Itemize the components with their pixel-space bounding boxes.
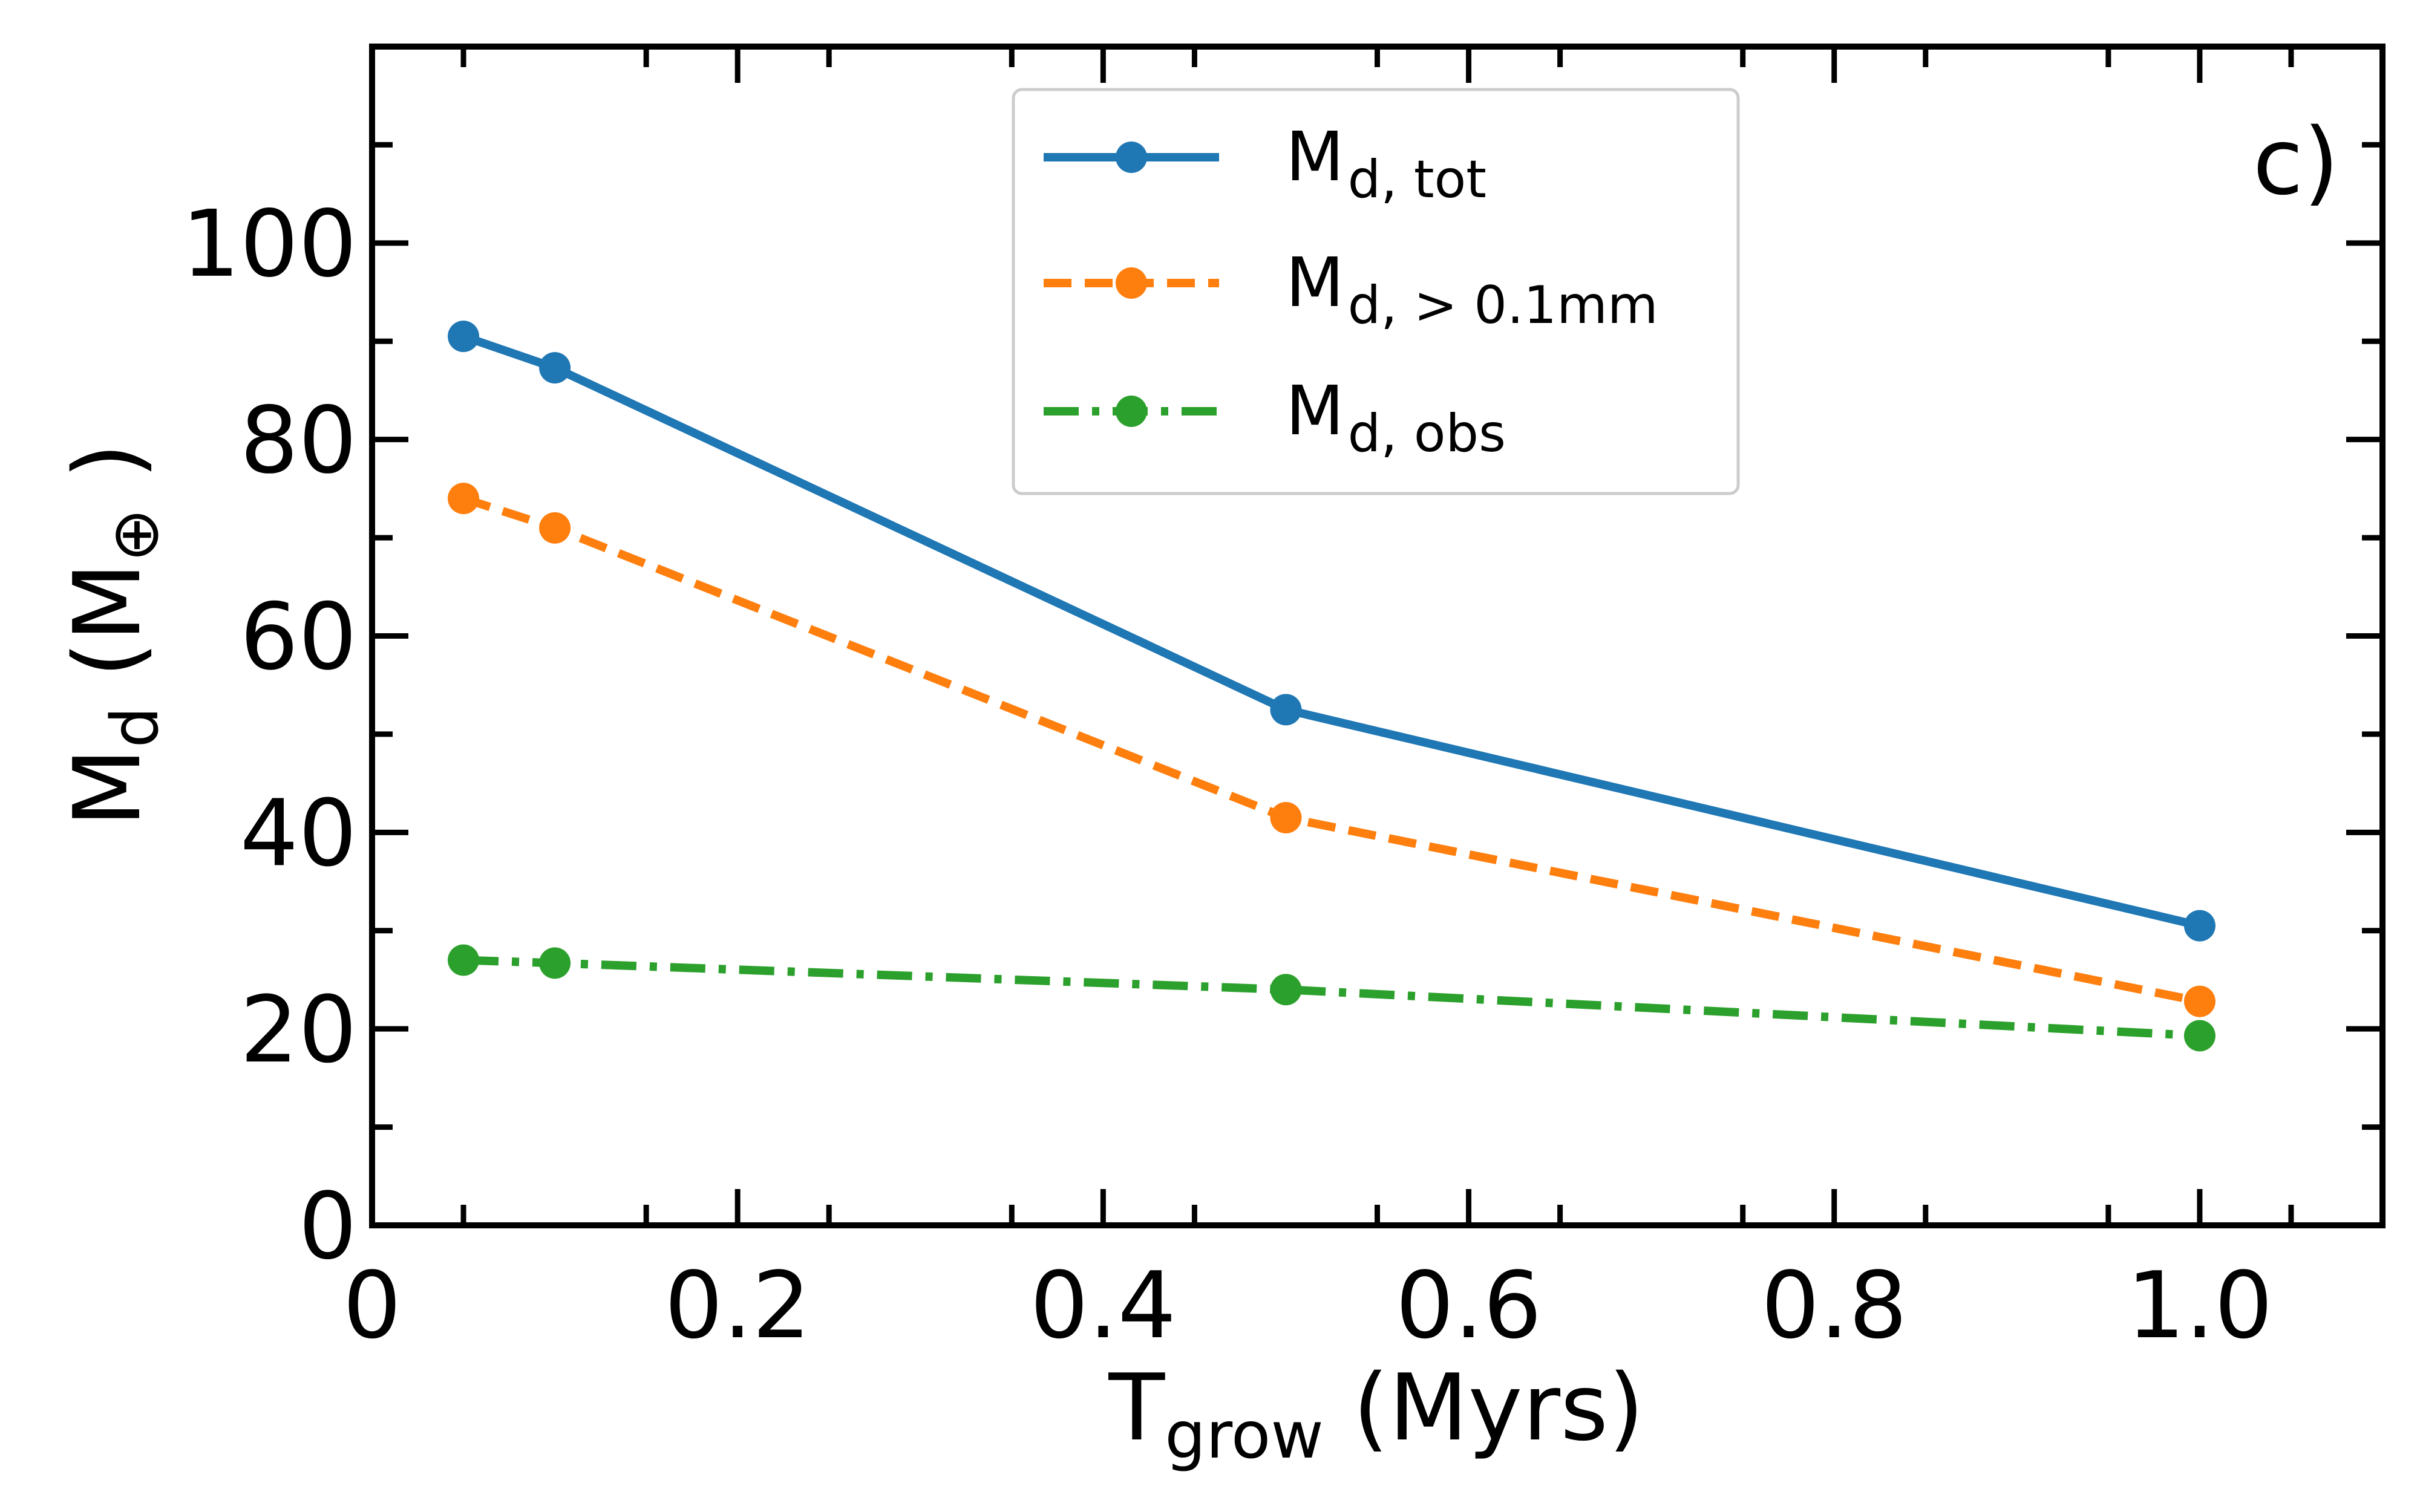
x-tick-label: 0.2 <box>664 1252 811 1359</box>
x-tick-label: 0.6 <box>1396 1252 1542 1359</box>
x-axis-label: Tgrow (Myrs) <box>1108 1354 1644 1473</box>
data-point-1 <box>2183 985 2216 1017</box>
legend-swatch-marker <box>1116 142 1147 173</box>
y-tick-label: 0 <box>298 1173 357 1280</box>
data-point-2 <box>1270 974 1302 1006</box>
x-tick-label: 0 <box>343 1252 402 1359</box>
data-point-2 <box>448 944 480 976</box>
legend-label: Md, tot <box>1286 118 1486 210</box>
data-point-1 <box>448 483 480 515</box>
series-line-0 <box>462 332 2201 930</box>
y-tick-label: 40 <box>240 780 357 887</box>
y-tick-label: 80 <box>240 387 357 494</box>
x-tick-label: 1.0 <box>2127 1252 2273 1359</box>
ticks-layer: 0 0.2 0.4 0.6 0.8 1.0 0 20 40 60 80 100 <box>182 47 2382 1359</box>
legend-swatch-marker <box>1116 396 1147 427</box>
data-point-0 <box>448 321 480 353</box>
series-layer <box>448 321 2216 1052</box>
data-point-0 <box>539 352 571 384</box>
y-tick-label: 60 <box>240 584 357 691</box>
legend-swatch-marker <box>1116 267 1147 299</box>
data-point-1 <box>1270 801 1302 833</box>
series-line-1 <box>462 494 2201 1006</box>
legend-box <box>1012 88 1740 495</box>
legend-entries: Md, tot Md, > 0.1mm Md, obs <box>1044 118 1658 464</box>
data-point-0 <box>1270 694 1302 726</box>
legend: Md, tot Md, > 0.1mm Md, obs <box>1012 88 1740 495</box>
x-tick-label: 0.4 <box>1030 1252 1176 1359</box>
data-point-2 <box>539 947 571 979</box>
legend-label: Md, obs <box>1286 372 1506 464</box>
data-point-2 <box>2183 1020 2216 1052</box>
y-tick-label: 20 <box>240 976 357 1083</box>
data-point-1 <box>539 512 571 544</box>
legend-label: Md, > 0.1mm <box>1286 244 1658 336</box>
series-line-2 <box>463 956 2200 1040</box>
plot-frame <box>369 44 2386 1228</box>
y-axis-label: Md (M⊕ ) <box>54 443 173 827</box>
x-tick-label: 0.8 <box>1761 1252 1908 1359</box>
data-point-0 <box>2183 910 2216 942</box>
y-tick-label: 100 <box>182 191 357 298</box>
panel-label: c) <box>2253 108 2340 215</box>
